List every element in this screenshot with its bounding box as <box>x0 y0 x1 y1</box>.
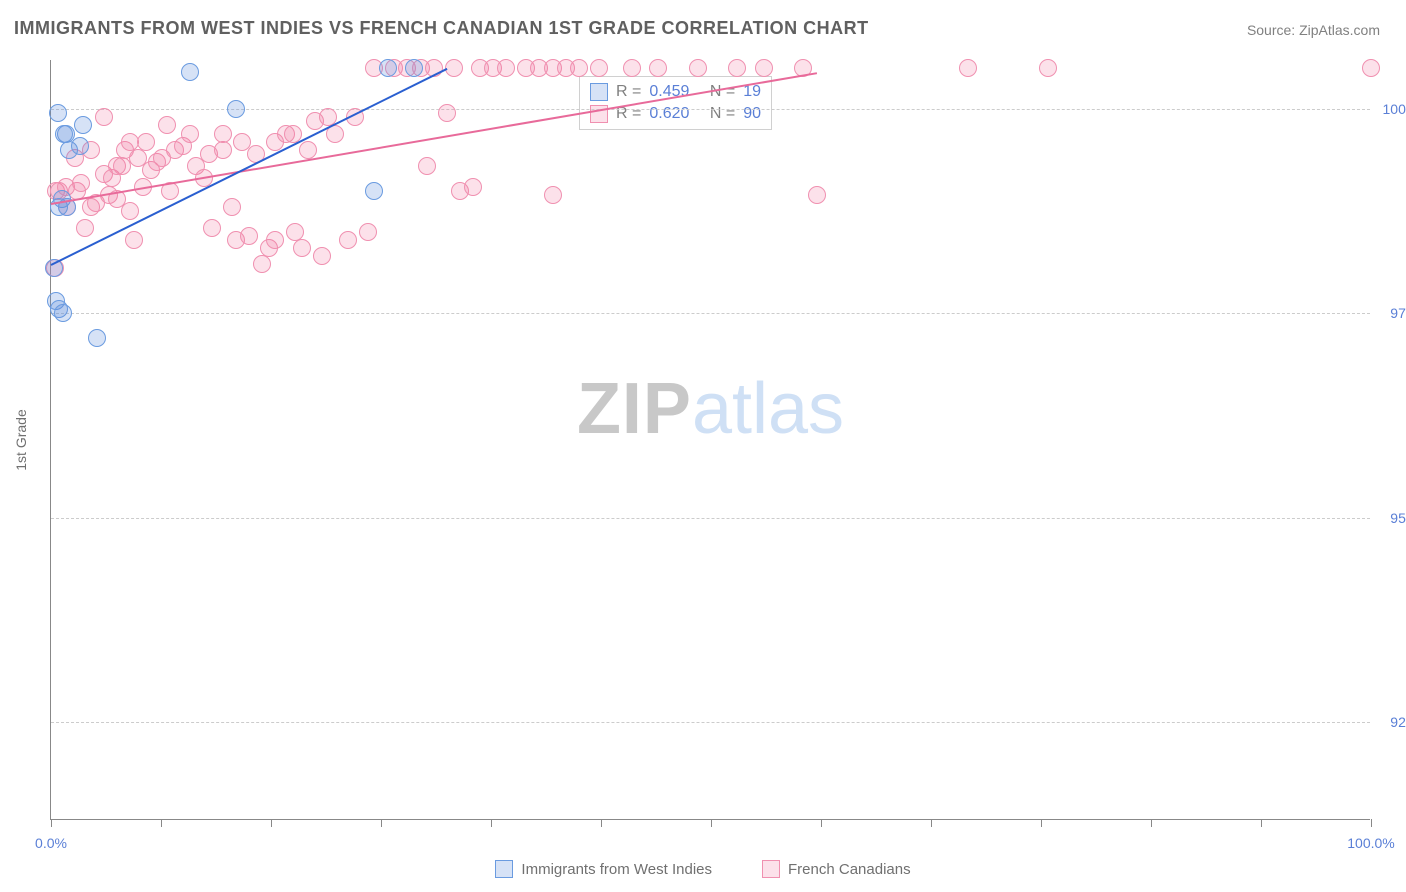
scatter-point-b <box>808 186 826 204</box>
x-tick <box>1371 819 1372 827</box>
legend-swatch-a <box>495 860 513 878</box>
scatter-point-b <box>1362 59 1380 77</box>
scatter-point-a <box>181 63 199 81</box>
scatter-point-b <box>95 108 113 126</box>
plot-area: 1st Grade ZIPatlas R = 0.459 N = 19 R = … <box>50 60 1370 820</box>
scatter-point-b <box>181 125 199 143</box>
x-tick-label: 100.0% <box>1347 835 1394 851</box>
x-tick <box>271 819 272 827</box>
grid-line <box>51 722 1370 723</box>
legend-swatch-b <box>762 860 780 878</box>
scatter-point-b <box>755 59 773 77</box>
scatter-point-b <box>418 157 436 175</box>
legend-item-b: French Canadians <box>762 860 911 878</box>
bottom-legend: Immigrants from West Indies French Canad… <box>0 860 1406 878</box>
y-axis-label: 1st Grade <box>13 409 29 470</box>
r-label-b: R = <box>616 105 641 123</box>
scatter-point-b <box>125 231 143 249</box>
scatter-point-b <box>359 223 377 241</box>
scatter-point-b <box>253 255 271 273</box>
scatter-point-b <box>266 231 284 249</box>
scatter-point-a <box>49 104 67 122</box>
x-tick <box>931 819 932 827</box>
scatter-point-b <box>959 59 977 77</box>
y-tick-label: 95.0% <box>1375 510 1406 526</box>
legend-label-b: French Canadians <box>788 861 911 878</box>
scatter-point-a <box>379 59 397 77</box>
grid-line <box>51 518 1370 519</box>
scatter-point-b <box>313 247 331 265</box>
scatter-point-b <box>649 59 667 77</box>
y-tick-label: 100.0% <box>1375 101 1406 117</box>
scatter-point-a <box>54 304 72 322</box>
x-tick <box>161 819 162 827</box>
scatter-point-a <box>71 137 89 155</box>
scatter-point-b <box>158 116 176 134</box>
legend-item-a: Immigrants from West Indies <box>495 860 712 878</box>
swatch-series-a <box>590 83 608 101</box>
y-tick-label: 97.5% <box>1375 305 1406 321</box>
scatter-point-b <box>438 104 456 122</box>
scatter-point-b <box>445 59 463 77</box>
scatter-point-b <box>570 59 588 77</box>
x-tick <box>1151 819 1152 827</box>
scatter-point-b <box>137 133 155 151</box>
scatter-point-b <box>214 125 232 143</box>
n-label-b: N = <box>710 105 735 123</box>
scatter-point-b <box>497 59 515 77</box>
watermark-zip: ZIP <box>577 369 692 449</box>
grid-line <box>51 313 1370 314</box>
scatter-point-b <box>223 198 241 216</box>
scatter-point-b <box>544 186 562 204</box>
watermark-atlas: atlas <box>692 369 844 449</box>
scatter-point-b <box>121 202 139 220</box>
scatter-point-b <box>72 174 90 192</box>
scatter-point-b <box>299 141 317 159</box>
chart-title: IMMIGRANTS FROM WEST INDIES VS FRENCH CA… <box>14 18 869 39</box>
x-tick <box>51 819 52 827</box>
x-tick <box>381 819 382 827</box>
scatter-point-b <box>203 219 221 237</box>
scatter-point-a <box>227 100 245 118</box>
r-value-b: 0.620 <box>649 105 689 123</box>
scatter-point-a <box>55 125 73 143</box>
y-tick-label: 92.5% <box>1375 714 1406 730</box>
x-tick <box>711 819 712 827</box>
x-tick <box>491 819 492 827</box>
scatter-point-b <box>286 223 304 241</box>
scatter-point-b <box>464 178 482 196</box>
scatter-point-b <box>76 219 94 237</box>
x-tick <box>821 819 822 827</box>
scatter-point-b <box>623 59 641 77</box>
scatter-point-b <box>689 59 707 77</box>
scatter-point-b <box>1039 59 1057 77</box>
scatter-point-b <box>590 59 608 77</box>
grid-line <box>51 109 1370 110</box>
x-tick <box>601 819 602 827</box>
scatter-point-a <box>74 116 92 134</box>
scatter-point-b <box>339 231 357 249</box>
source-label: Source: ZipAtlas.com <box>1247 22 1380 38</box>
scatter-point-a <box>88 329 106 347</box>
n-value-b: 90 <box>743 105 761 123</box>
scatter-point-b <box>214 141 232 159</box>
scatter-point-b <box>240 227 258 245</box>
x-tick <box>1041 819 1042 827</box>
scatter-point-a <box>365 182 383 200</box>
scatter-point-a <box>405 59 423 77</box>
r-label-a: R = <box>616 83 641 101</box>
stats-row-series-a: R = 0.459 N = 19 <box>590 81 761 103</box>
scatter-point-b <box>293 239 311 257</box>
scatter-point-b <box>728 59 746 77</box>
x-tick <box>1261 819 1262 827</box>
trend-line-b <box>51 72 817 205</box>
watermark: ZIPatlas <box>577 368 844 450</box>
legend-label-a: Immigrants from West Indies <box>521 861 712 878</box>
x-tick-label: 0.0% <box>35 835 67 851</box>
